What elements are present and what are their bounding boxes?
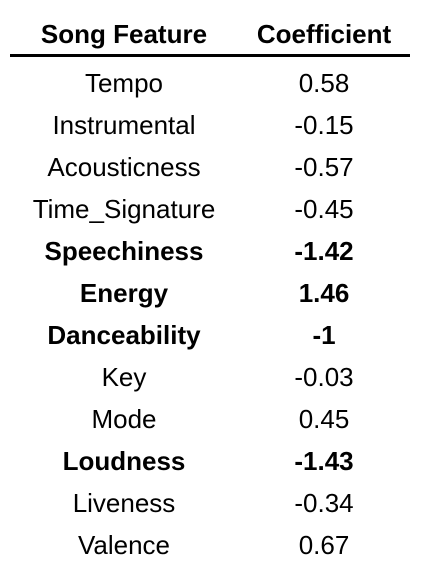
table-row: Mode 0.45 (10, 398, 410, 440)
feature-cell: Acousticness (47, 151, 201, 182)
feature-cell: Energy (79, 277, 169, 308)
table-row: Acousticness -0.57 (10, 146, 410, 188)
feature-cell: Tempo (84, 67, 164, 98)
feature-cell: Instrumental (52, 109, 196, 140)
table-row: Tempo 0.58 (10, 62, 410, 104)
table-row: Key -0.03 (10, 356, 410, 398)
coefficient-cell: -0.15 (294, 109, 354, 140)
coefficient-cell: -0.34 (294, 487, 354, 518)
table-row: Time_Signature -0.45 (10, 188, 410, 230)
header-song-feature: Song Feature (40, 18, 208, 49)
header-coefficient: Coefficient (256, 18, 392, 49)
coefficient-cell: -0.03 (294, 361, 354, 392)
feature-cell: Valence (77, 529, 171, 560)
table-header-row: Song Feature Coefficient (10, 14, 410, 57)
feature-cell: Key (101, 361, 147, 392)
table-row: Valence 0.67 (10, 524, 410, 566)
coefficient-cell: -1.43 (294, 445, 354, 476)
feature-cell: Time_Signature (32, 193, 216, 224)
coefficient-cell: -1.42 (294, 235, 354, 266)
coefficient-table: Song Feature Coefficient Tempo 0.58 Inst… (10, 14, 410, 566)
table-row: Instrumental -0.15 (10, 104, 410, 146)
feature-cell: Mode (91, 403, 157, 434)
table-row: Liveness -0.34 (10, 482, 410, 524)
feature-cell: Loudness (62, 445, 186, 476)
table-row: Energy 1.46 (10, 272, 410, 314)
coefficient-cell: 0.58 (298, 67, 350, 98)
coefficient-cell: -0.57 (294, 151, 354, 182)
coefficient-cell: -1 (312, 319, 336, 350)
coefficient-cell: -0.45 (294, 193, 354, 224)
table-row: Loudness -1.43 (10, 440, 410, 482)
feature-cell: Liveness (72, 487, 176, 518)
feature-cell: Danceability (47, 319, 201, 350)
table-row: Speechiness -1.42 (10, 230, 410, 272)
coefficient-cell: 1.46 (298, 277, 350, 308)
coefficient-cell: 0.45 (298, 403, 350, 434)
feature-cell: Speechiness (44, 235, 204, 266)
table-body: Tempo 0.58 Instrumental -0.15 Acousticne… (10, 57, 410, 566)
coefficient-cell: 0.67 (298, 529, 350, 560)
table-row: Danceability -1 (10, 314, 410, 356)
